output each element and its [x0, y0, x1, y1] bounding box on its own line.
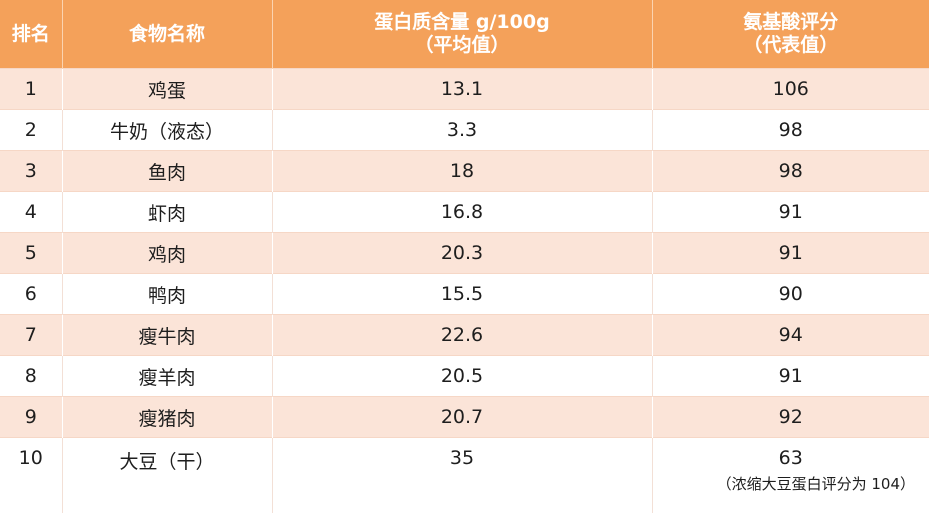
header-protein-line2: （平均值） — [273, 34, 652, 57]
rank-cell: 4 — [0, 192, 62, 233]
table-row: 6 鸭肉 15.5 90 — [0, 274, 929, 315]
food-name-cell: 鸡肉 — [62, 233, 272, 274]
food-name-cell: 鸡蛋 — [62, 69, 272, 110]
table-row: 5 鸡肉 20.3 91 — [0, 233, 929, 274]
protein-cell: 35 — [272, 438, 652, 513]
protein-cell: 3.3 — [272, 110, 652, 151]
header-amino-line2: （代表值） — [653, 34, 929, 57]
table-row: 7 瘦牛肉 22.6 94 — [0, 315, 929, 356]
protein-cell: 20.5 — [272, 356, 652, 397]
protein-cell: 16.8 — [272, 192, 652, 233]
rank-cell: 9 — [0, 397, 62, 438]
rank-cell: 10 — [0, 438, 62, 513]
table-row: 4 虾肉 16.8 91 — [0, 192, 929, 233]
amino-score-cell: 98 — [652, 110, 929, 151]
food-name-cell: 大豆（干） — [62, 438, 272, 513]
food-name-cell: 鱼肉 — [62, 151, 272, 192]
protein-table-container: 排名 食物名称 蛋白质含量 g/100g （平均值） 氨基酸评分 （代表值） 1… — [0, 0, 929, 499]
header-rank: 排名 — [0, 0, 62, 69]
header-protein-line1: 蛋白质含量 g/100g — [273, 11, 652, 34]
rank-cell: 5 — [0, 233, 62, 274]
table-row: 2 牛奶（液态） 3.3 98 — [0, 110, 929, 151]
food-name-cell: 瘦羊肉 — [62, 356, 272, 397]
table-row: 8 瘦羊肉 20.5 91 — [0, 356, 929, 397]
header-row: 排名 食物名称 蛋白质含量 g/100g （平均值） 氨基酸评分 （代表值） — [0, 0, 929, 69]
table-row: 9 瘦猪肉 20.7 92 — [0, 397, 929, 438]
rank-cell: 7 — [0, 315, 62, 356]
rank-cell: 1 — [0, 69, 62, 110]
table-body: 1 鸡蛋 13.1 106 2 牛奶（液态） 3.3 98 3 鱼肉 18 98… — [0, 69, 929, 513]
header-protein-content: 蛋白质含量 g/100g （平均值） — [272, 0, 652, 69]
food-name-cell: 牛奶（液态） — [62, 110, 272, 151]
protein-cell: 15.5 — [272, 274, 652, 315]
food-name-cell: 瘦牛肉 — [62, 315, 272, 356]
table-header: 排名 食物名称 蛋白质含量 g/100g （平均值） 氨基酸评分 （代表值） — [0, 0, 929, 69]
header-food-name: 食物名称 — [62, 0, 272, 69]
amino-score-cell: 92 — [652, 397, 929, 438]
header-amino-line1: 氨基酸评分 — [653, 11, 929, 34]
amino-score-cell: 91 — [652, 233, 929, 274]
rank-cell: 6 — [0, 274, 62, 315]
table-row: 1 鸡蛋 13.1 106 — [0, 69, 929, 110]
rank-cell: 3 — [0, 151, 62, 192]
table-row: 3 鱼肉 18 98 — [0, 151, 929, 192]
amino-score-cell: 106 — [652, 69, 929, 110]
protein-cell: 13.1 — [272, 69, 652, 110]
protein-cell: 22.6 — [272, 315, 652, 356]
amino-score-cell: 91 — [652, 192, 929, 233]
header-amino-acid-score: 氨基酸评分 （代表值） — [652, 0, 929, 69]
amino-score-cell: 90 — [652, 274, 929, 315]
food-name-cell: 瘦猪肉 — [62, 397, 272, 438]
table-row: 10 大豆（干） 35 63 （浓缩大豆蛋白评分为 104） — [0, 438, 929, 513]
amino-score-cell: 91 — [652, 356, 929, 397]
protein-cell: 20.7 — [272, 397, 652, 438]
amino-score-cell: 63 （浓缩大豆蛋白评分为 104） — [652, 438, 929, 513]
rank-cell: 2 — [0, 110, 62, 151]
protein-cell: 18 — [272, 151, 652, 192]
amino-score-value: 63 — [653, 447, 929, 469]
rank-cell: 8 — [0, 356, 62, 397]
amino-score-note: （浓缩大豆蛋白评分为 104） — [653, 473, 929, 494]
protein-cell: 20.3 — [272, 233, 652, 274]
food-name-cell: 虾肉 — [62, 192, 272, 233]
amino-score-cell: 98 — [652, 151, 929, 192]
food-name-cell: 鸭肉 — [62, 274, 272, 315]
amino-score-cell: 94 — [652, 315, 929, 356]
